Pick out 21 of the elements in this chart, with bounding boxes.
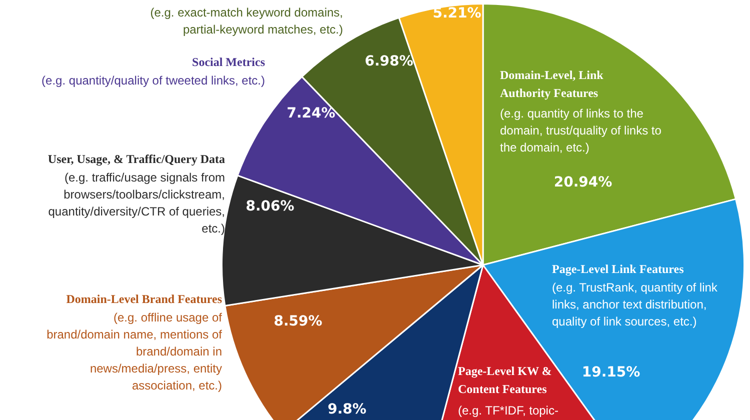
slice-label: Domain-Level, Link Authority Features: [500, 68, 604, 100]
data-label: 9.8%: [328, 402, 366, 418]
slice-label: Domain-Level Brand Features: [66, 292, 222, 306]
text: (e.g. quantity/quality of tweeted links, etc.): [42, 73, 265, 88]
text: (e.g. offline usage of brand/domain name, mentions of brand/domain in news/media/press, entity association, etc.): [46, 310, 223, 392]
data-label: 5.21%: [432, 6, 482, 22]
data-label: 8.06%: [246, 198, 294, 215]
slice-label: Social Metrics: [192, 55, 266, 70]
data-label: 19.15%: [582, 364, 640, 381]
data-label: 20.94%: [554, 174, 612, 191]
text: (e.g. traffic/usage signals from browsers/toolbars/clickstream, quantity/diversity/CTR of queries, etc.): [48, 170, 225, 236]
text: (e.g. quantity of links to the domain, trust/quality of links to the domain, etc.): [500, 106, 662, 154]
data-label: 8.59%: [274, 314, 322, 330]
slice-label: Page-Level Link Features: [552, 262, 684, 276]
text: (e.g. TF*IDF, topic-: [458, 403, 558, 418]
slice-label: Page-Level KW & Content Features: [458, 364, 552, 396]
text: (e.g. TrustRank, quantity of link links, anchor text distribution, quality of link sources, etc.): [552, 280, 718, 328]
data-label: 6.98%: [364, 54, 414, 70]
text: (e.g. exact-match keyword domains, partial-keyword matches, etc.): [150, 5, 343, 36]
data-label: 7.24%: [286, 106, 336, 122]
slice-label: User, Usage, & Traffic/Query Data: [48, 152, 225, 166]
